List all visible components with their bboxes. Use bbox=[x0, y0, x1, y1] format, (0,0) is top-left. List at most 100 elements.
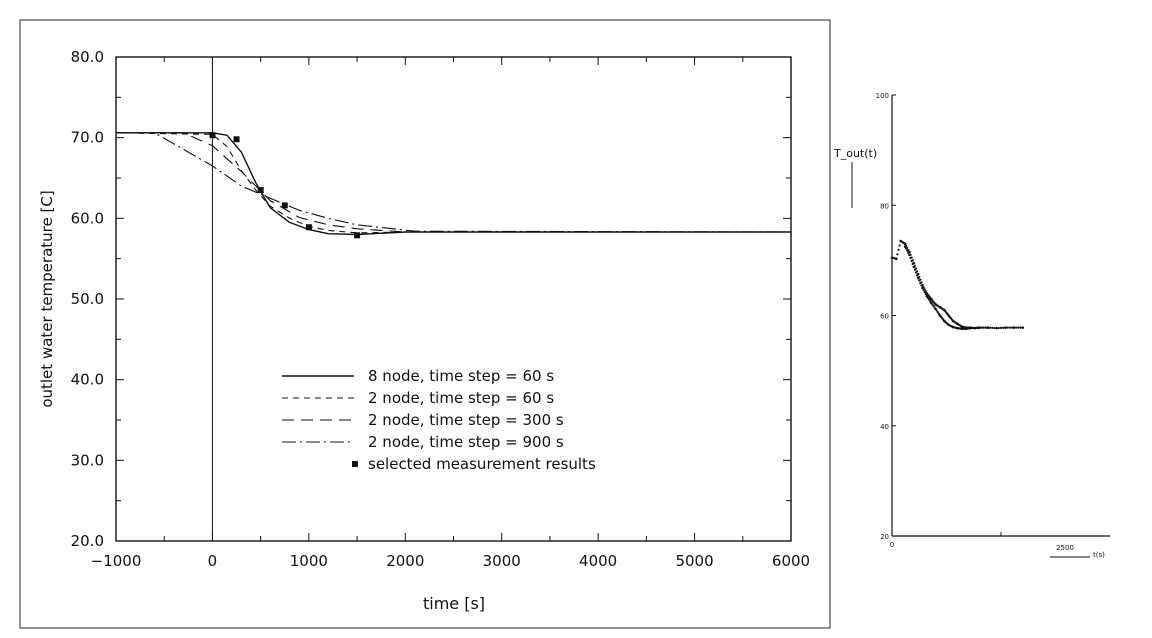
inset-point bbox=[932, 304, 935, 307]
legend-label: 2 node, time step = 60 s bbox=[368, 389, 554, 407]
x-tick-label: 1000 bbox=[290, 552, 328, 570]
inset-point bbox=[975, 326, 979, 329]
x-tick-label: 3000 bbox=[483, 552, 521, 570]
x-tick-label: 0 bbox=[208, 552, 218, 570]
measurement-marker bbox=[257, 187, 264, 194]
inset-point bbox=[991, 326, 994, 330]
inset-ticks bbox=[891, 94, 1002, 537]
inset-point bbox=[935, 309, 938, 312]
inset-point bbox=[913, 268, 916, 271]
inset-y-axis-label: T_out(t) bbox=[833, 147, 877, 160]
y-tick-label: 30.0 bbox=[71, 451, 104, 469]
inset-point bbox=[1008, 326, 1011, 329]
y-tick-label: 40.0 bbox=[71, 371, 104, 389]
measurement-marker bbox=[233, 136, 240, 143]
inset-point bbox=[920, 284, 923, 287]
inset-point bbox=[912, 265, 916, 269]
main-legend: 8 node, time step = 60 s 2 node, time ste… bbox=[282, 367, 596, 473]
inset-point bbox=[897, 248, 900, 252]
measurement-marker bbox=[354, 232, 361, 239]
inset-point bbox=[903, 245, 907, 248]
y-tick-label: 60.0 bbox=[71, 209, 104, 227]
inset-x-tick-label: 0 bbox=[890, 541, 894, 549]
legend-label: selected measurement results bbox=[368, 455, 596, 473]
inset-point bbox=[921, 286, 924, 290]
inset-point bbox=[927, 298, 931, 301]
main-chart: −1000 0 1000 2000 3000 4000 5000 6000 20.0 30.0 4… bbox=[19, 19, 831, 629]
inset-y-tick-label: 80 bbox=[880, 202, 889, 210]
inset-x-tick-label: 2500 bbox=[1056, 544, 1074, 552]
inset-x-axis-label: t(s) bbox=[1093, 551, 1105, 559]
y-tick-label: 80.0 bbox=[71, 48, 104, 66]
inset-point bbox=[1002, 326, 1005, 329]
y-tick-label: 50.0 bbox=[71, 290, 104, 308]
x-tick-label: 6000 bbox=[772, 552, 810, 570]
legend-label: 8 node, time step = 60 s bbox=[368, 367, 554, 385]
inset-point bbox=[971, 326, 974, 330]
x-tick-label: 2000 bbox=[386, 552, 424, 570]
inset-point bbox=[914, 271, 918, 274]
inset-y-tick-label: 20 bbox=[880, 533, 889, 541]
series-line-3 bbox=[116, 132, 791, 233]
inset-point bbox=[906, 249, 909, 252]
inset-point bbox=[926, 296, 930, 299]
inset-point bbox=[911, 262, 914, 266]
measurement-marker bbox=[305, 224, 312, 231]
inset-point bbox=[936, 311, 939, 314]
measurement-marker bbox=[209, 132, 216, 139]
inset-point bbox=[1012, 326, 1016, 329]
inset-y-tick-label: 60 bbox=[880, 313, 889, 321]
inset-point bbox=[999, 326, 1003, 330]
inset-point bbox=[919, 281, 922, 285]
inset-point bbox=[993, 326, 996, 330]
inset-tick-labels: 20 40 60 80 100 0 2500 bbox=[876, 92, 1074, 552]
inset-point bbox=[896, 253, 899, 256]
inset-point bbox=[922, 288, 925, 292]
series-line-4 bbox=[116, 132, 792, 233]
main-series-group bbox=[115, 132, 792, 239]
inset-point bbox=[918, 279, 921, 282]
inset-point bbox=[915, 274, 919, 277]
inset-point bbox=[1004, 326, 1007, 329]
x-tick-label: 4000 bbox=[579, 552, 617, 570]
main-y-tick-labels: 20.0 30.0 40.0 50.0 60.0 70.0 80.0 bbox=[71, 48, 104, 550]
inset-point bbox=[1019, 326, 1022, 329]
series-line-1 bbox=[116, 132, 791, 236]
measurement-marker bbox=[281, 202, 288, 209]
y-tick-label: 70.0 bbox=[71, 129, 104, 147]
inset-series-group bbox=[890, 239, 1025, 331]
inset-y-tick-label: 40 bbox=[880, 423, 889, 431]
inset-point bbox=[910, 259, 913, 263]
legend-label: 2 node, time step = 300 s bbox=[368, 411, 564, 429]
inset-point bbox=[969, 326, 972, 330]
inset-point bbox=[895, 257, 898, 261]
inset-point bbox=[909, 256, 912, 259]
inset-point bbox=[1015, 326, 1018, 329]
inset-point bbox=[989, 326, 992, 329]
main-ticks bbox=[115, 56, 792, 542]
legend-marker bbox=[352, 461, 358, 467]
inset-point bbox=[903, 242, 907, 246]
x-axis-label: time [s] bbox=[423, 594, 485, 613]
inset-point bbox=[973, 326, 976, 330]
inset-point bbox=[924, 293, 927, 296]
x-tick-label: 5000 bbox=[675, 552, 713, 570]
inset-point bbox=[905, 247, 908, 250]
inset-point bbox=[898, 244, 901, 247]
main-chart-frame bbox=[19, 19, 831, 629]
inset-point bbox=[984, 326, 987, 329]
inset-y-tick-label: 100 bbox=[876, 92, 889, 100]
inset-point bbox=[1017, 326, 1020, 329]
inset-point bbox=[977, 326, 981, 329]
inset-point bbox=[1006, 326, 1009, 329]
main-x-tick-labels: −1000 0 1000 2000 3000 4000 5000 6000 bbox=[91, 552, 810, 570]
x-tick-label: −1000 bbox=[91, 552, 142, 570]
inset-point bbox=[923, 290, 926, 294]
inset-point bbox=[1021, 326, 1025, 329]
inset-point bbox=[908, 253, 911, 257]
y-axis-label: outlet water temperature [C] bbox=[38, 190, 56, 407]
inset-point bbox=[986, 326, 990, 329]
inset-point bbox=[1010, 326, 1014, 329]
inset-point bbox=[916, 276, 920, 280]
